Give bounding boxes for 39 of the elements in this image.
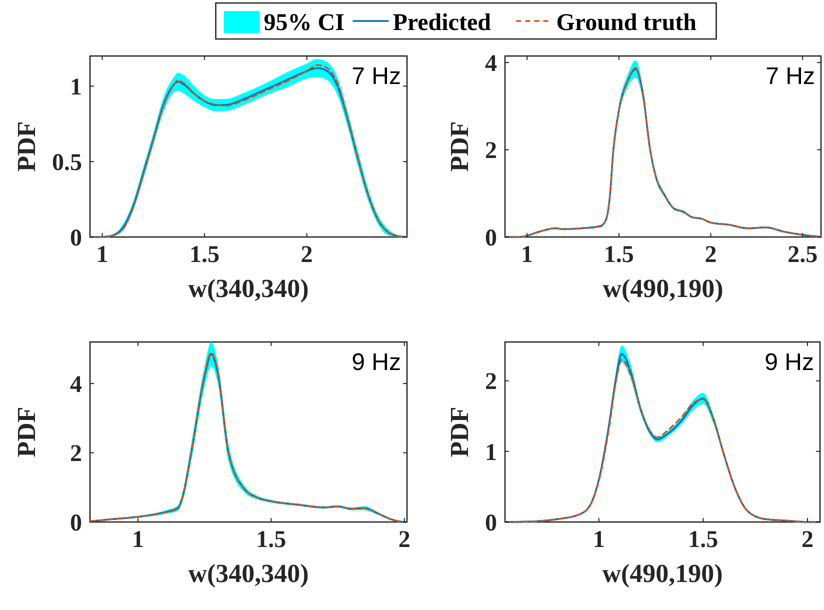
y-axis-title: PDF bbox=[12, 121, 41, 172]
y-axis-title: PDF bbox=[445, 121, 474, 172]
x-axis-title: w(340,340) bbox=[188, 559, 309, 588]
legend-label: Predicted bbox=[392, 10, 492, 36]
y-tick-label: 0 bbox=[70, 225, 82, 252]
x-tick-label: 1.5 bbox=[190, 242, 220, 268]
y-tick-label: 0 bbox=[485, 510, 497, 536]
x-tick-label: 2 bbox=[704, 242, 717, 268]
x-tick-label: 1 bbox=[132, 527, 144, 553]
x-axis-title: w(340,340) bbox=[188, 274, 309, 303]
x-tick-label: 2.5 bbox=[788, 242, 818, 268]
x-tick-label: 1 bbox=[96, 242, 108, 268]
y-tick-label: 0.5 bbox=[52, 150, 82, 176]
x-tick-label: 1.5 bbox=[256, 527, 286, 553]
y-tick-label: 1 bbox=[70, 74, 82, 101]
y-tick-label: 4 bbox=[485, 50, 497, 77]
x-tick-label: 2 bbox=[398, 527, 410, 553]
y-tick-label: 0 bbox=[485, 225, 497, 252]
legend-title: 95% CI bbox=[264, 10, 344, 36]
x-tick-label: 2 bbox=[801, 527, 814, 553]
x-tick-label: 1.5 bbox=[604, 242, 634, 268]
y-tick-label: 1 bbox=[485, 440, 497, 466]
annotation: 7 Hz bbox=[766, 63, 815, 90]
y-axis-title: PDF bbox=[12, 406, 41, 458]
y-tick-label: 0 bbox=[70, 510, 82, 536]
y-axis-title: PDF bbox=[445, 406, 474, 458]
annotation: 9 Hz bbox=[764, 349, 814, 376]
x-tick-label: 1 bbox=[592, 527, 605, 553]
y-tick-label: 2 bbox=[485, 138, 497, 164]
x-tick-label: 1.5 bbox=[688, 527, 718, 553]
x-tick-label: 2 bbox=[300, 242, 313, 268]
x-axis-title: w(490,190) bbox=[602, 559, 723, 588]
y-tick-label: 2 bbox=[485, 369, 497, 396]
y-tick-label: 2 bbox=[70, 441, 82, 468]
y-tick-label: 4 bbox=[70, 372, 82, 398]
legend-label: Ground truth bbox=[556, 10, 697, 36]
x-axis-title: w(490,190) bbox=[602, 274, 724, 303]
x-tick-label: 1 bbox=[521, 242, 534, 268]
annotation: 7 Hz bbox=[352, 63, 401, 90]
